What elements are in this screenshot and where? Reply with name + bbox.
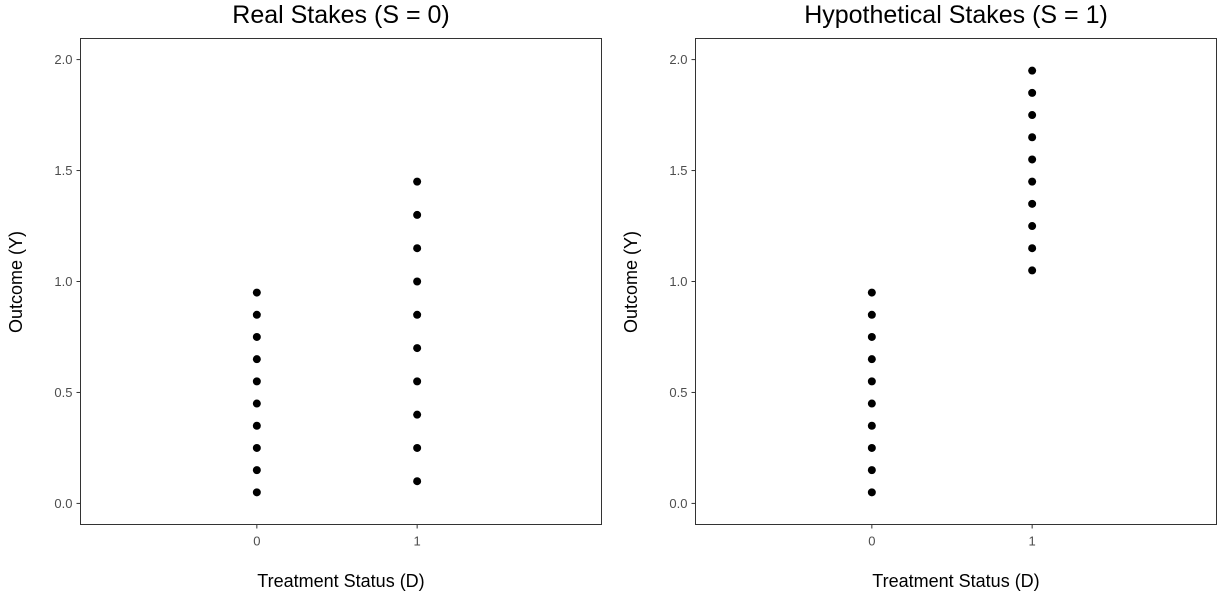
data-point [413, 410, 422, 419]
data-point [252, 443, 261, 452]
data-point [252, 332, 261, 341]
data-point [252, 399, 261, 408]
y-tick-label: 1.0 [54, 274, 72, 289]
data-point [413, 310, 422, 319]
chart-title: Real Stakes (S = 0) [232, 1, 449, 29]
data-point [867, 443, 876, 452]
y-axis: 0.0 0.5 1.0 1.5 2.0 [669, 52, 696, 511]
data-point [1028, 244, 1037, 253]
data-point [413, 177, 422, 186]
data-point [252, 488, 261, 497]
x-tick-label: 0 [253, 534, 260, 549]
data-point [252, 355, 261, 364]
x-tick-label: 1 [414, 534, 421, 549]
data-point [867, 466, 876, 475]
data-point [867, 488, 876, 497]
data-point [1028, 133, 1037, 142]
y-axis: 0.0 0.5 1.0 1.5 2.0 [54, 52, 81, 511]
data-points [252, 177, 422, 497]
data-point [413, 477, 422, 486]
data-point [413, 244, 422, 253]
y-tick-label: 1.5 [54, 163, 72, 178]
y-tick-label: 1.5 [669, 163, 687, 178]
data-point [867, 377, 876, 386]
y-axis-title: Outcome (Y) [621, 231, 641, 333]
x-tick-label: 0 [868, 534, 875, 549]
data-point [867, 310, 876, 319]
plot-panel [80, 38, 602, 525]
data-point [252, 310, 261, 319]
data-point [413, 277, 422, 286]
data-point [867, 355, 876, 364]
data-point [1028, 222, 1037, 231]
y-tick-label: 2.0 [669, 52, 687, 67]
data-point [867, 421, 876, 430]
data-point [252, 466, 261, 475]
y-tick-label: 0.5 [669, 385, 687, 400]
x-axis-title: Treatment Status (D) [872, 571, 1039, 591]
data-point [1028, 177, 1037, 186]
chart-title: Hypothetical Stakes (S = 1) [804, 1, 1108, 29]
data-point [413, 210, 422, 219]
x-axis-title: Treatment Status (D) [257, 571, 424, 591]
x-tick-label: 1 [1029, 534, 1036, 549]
data-point [252, 377, 261, 386]
y-tick-label: 0.0 [669, 496, 687, 511]
data-point [413, 344, 422, 353]
y-tick-label: 0.5 [54, 385, 72, 400]
data-point [867, 288, 876, 297]
data-point [1028, 155, 1037, 164]
data-point [867, 399, 876, 408]
data-points [867, 66, 1037, 497]
data-point [413, 377, 422, 386]
y-tick-label: 0.0 [54, 496, 72, 511]
data-point [1028, 66, 1037, 75]
data-point [252, 421, 261, 430]
data-point [1028, 88, 1037, 97]
data-point [867, 332, 876, 341]
data-point [1028, 266, 1037, 275]
y-axis-title: Outcome (Y) [6, 231, 26, 333]
y-tick-label: 1.0 [669, 274, 687, 289]
plot-panel [695, 38, 1217, 525]
data-point [252, 288, 261, 297]
panel-hypothetical-stakes: Hypothetical Stakes (S = 1) 0.0 0.5 1.0 1.5… [621, 1, 1217, 591]
y-tick-label: 2.0 [54, 52, 72, 67]
data-point [413, 443, 422, 452]
data-point [1028, 111, 1037, 120]
data-point [1028, 199, 1037, 208]
